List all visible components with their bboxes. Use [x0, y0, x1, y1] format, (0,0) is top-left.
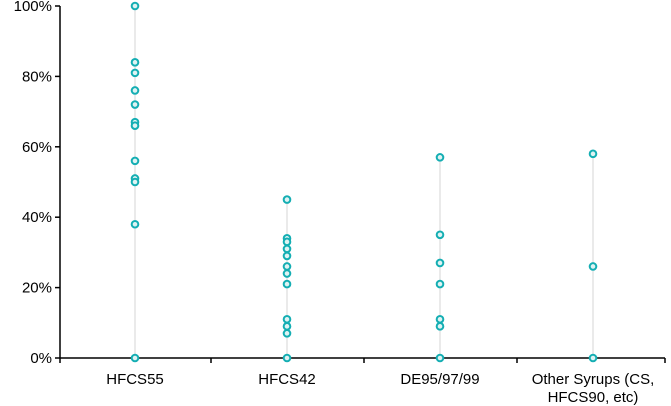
- data-point-0-4: [130, 100, 140, 109]
- y-tick-label-0: 0%: [30, 350, 52, 367]
- data-point-2-2: [435, 258, 445, 268]
- y-tick-label-3: 60%: [22, 139, 52, 156]
- data-point-0-0: [130, 1, 140, 11]
- data-point-1-7: [282, 279, 292, 289]
- y-tick-labels: 0% 20% 40% 60% 80% 100%: [14, 0, 52, 367]
- data-point-1-5: [282, 262, 292, 271]
- axes: [55, 5, 666, 363]
- data-point-2-1: [435, 230, 445, 240]
- category-label-0: HFCS55: [106, 371, 164, 388]
- y-tick-label-5: 100%: [14, 0, 52, 15]
- data-point-1-8: [282, 314, 292, 324]
- data-point-2-0: [435, 153, 445, 162]
- data-point-1-11: [282, 353, 292, 363]
- data-point-1-9: [282, 322, 292, 331]
- y-tick-label-2: 40%: [22, 209, 52, 226]
- data-point-0-2: [130, 68, 140, 78]
- data-point-0-3: [130, 86, 140, 95]
- data-point-1-10: [282, 329, 292, 338]
- data-point-2-4: [435, 314, 445, 324]
- data-point-3-2: [588, 353, 598, 363]
- y-tick-label-4: 80%: [22, 68, 52, 85]
- data-point-1-2: [282, 237, 292, 247]
- data-point-2-3: [435, 279, 445, 289]
- data-point-3-1: [588, 262, 598, 271]
- stems: [134, 6, 594, 358]
- data-point-1-4: [282, 251, 292, 261]
- category-label-1: HFCS42: [258, 371, 316, 388]
- data-point-0-11: [130, 353, 140, 363]
- data-point-1-6: [282, 269, 292, 278]
- data-point-0-7: [130, 156, 140, 166]
- data-point-2-5: [435, 322, 445, 331]
- category-labels: HFCS55 HFCS42 DE95/97/99 Other Syrups (CS, H…: [106, 371, 654, 406]
- category-label-3: Other Syrups (CS, HFCS90, etc): [532, 371, 655, 406]
- y-tick-label-1: 20%: [22, 280, 52, 297]
- data-point-0-1: [130, 58, 140, 67]
- data-point-2-6: [435, 353, 445, 363]
- data-point-0-6: [130, 121, 140, 130]
- data-points: [130, 1, 598, 363]
- data-point-1-0: [282, 195, 292, 204]
- data-point-0-9: [130, 177, 140, 187]
- data-point-0-10: [130, 219, 140, 229]
- data-point-3-0: [588, 149, 598, 159]
- category-label-2: DE95/97/99: [400, 371, 479, 388]
- data-point-1-3: [282, 244, 292, 254]
